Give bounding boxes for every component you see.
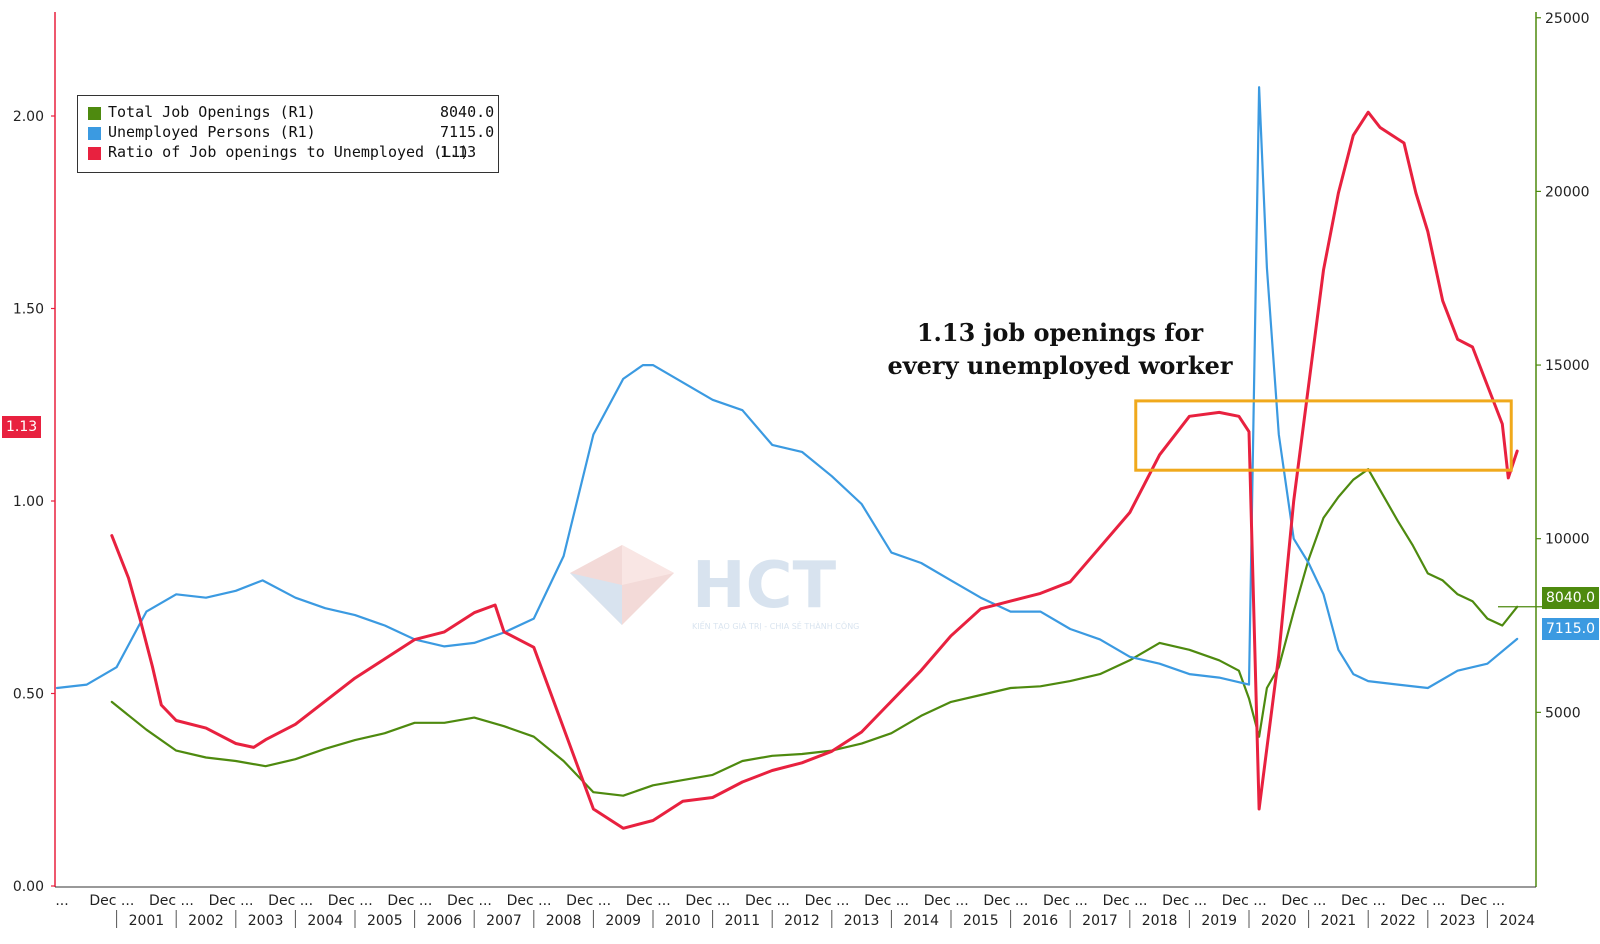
x-year-label: 2013 (844, 913, 880, 929)
x-tick-label: ... (55, 893, 68, 909)
legend-item-job-openings: Total Job Openings (R1) 8040.0 (88, 103, 494, 123)
x-tick-label: Dec ... (1401, 893, 1446, 909)
ratio-last-value-badge: 1.13 (2, 416, 42, 438)
legend-item-ratio: Ratio of Job openings to Unemployed (L1)… (88, 143, 488, 163)
x-tick-label: Dec ... (983, 893, 1028, 909)
x-tick-label: Dec ... (805, 893, 850, 909)
x-tick-label: Dec ... (745, 893, 790, 909)
x-tick-label: Dec ... (685, 893, 730, 909)
x-year-label: 2002 (188, 913, 224, 929)
hct-logo-icon: HCT KIẾN TẠO GIÁ TRỊ - CHIA SẺ THÀNH CÔN… (570, 545, 859, 632)
highlight-group (1134, 399, 1542, 608)
x-year-label: 2019 (1201, 913, 1237, 929)
watermark: HCT KIẾN TẠO GIÁ TRỊ - CHIA SẺ THÀNH CÔN… (570, 545, 870, 639)
tick-labels-group: 2.00 1.50 1.00 0.50 0.00 25000 20000 15000 10000… (13, 11, 1590, 929)
left-tick-label: 1.00 (13, 494, 44, 510)
x-tick-label: Dec ... (864, 893, 909, 909)
x-tick-label: Dec ... (268, 893, 313, 909)
legend-swatch-ratio (88, 147, 101, 160)
x-year-label: 2020 (1261, 913, 1297, 929)
legend-label-job-openings: Total Job Openings (R1) (108, 103, 316, 121)
x-tick-label: Dec ... (328, 893, 373, 909)
x-year-label: 2006 (427, 913, 463, 929)
legend-label-unemployed: Unemployed Persons (R1) (108, 123, 316, 141)
left-tick-label: 0.00 (13, 879, 44, 895)
x-tick-label: Dec ... (149, 893, 194, 909)
x-tick-label: Dec ... (1281, 893, 1326, 909)
x-tick-label: Dec ... (1162, 893, 1207, 909)
left-tick-label: 1.50 (13, 302, 44, 318)
legend-label-ratio: Ratio of Job openings to Unemployed (L1) (108, 143, 470, 161)
x-year-label: 2011 (725, 913, 761, 929)
x-tick-label: Dec ... (209, 893, 254, 909)
x-tick-label: Dec ... (1341, 893, 1386, 909)
x-year-label: 2004 (307, 913, 343, 929)
right-tick-label: 15000 (1545, 358, 1590, 374)
x-year-label: 2015 (963, 913, 999, 929)
x-tick-label: Dec ... (1103, 893, 1148, 909)
x-tick-label: Dec ... (924, 893, 969, 909)
x-year-label: 2018 (1142, 913, 1178, 929)
job-openings-last-value-badge: 8040.0 (1542, 587, 1599, 609)
highlight-box (1134, 399, 1513, 472)
x-tick-label: Dec ... (387, 893, 432, 909)
legend: Total Job Openings (R1) 8040.0 Unemploye… (77, 95, 499, 173)
job-openings-line (110, 468, 1519, 797)
x-year-label: 2023 (1440, 913, 1476, 929)
watermark-brand: HCT (692, 549, 837, 623)
x-year-label: 2001 (129, 913, 165, 929)
legend-swatch-unemployed (88, 127, 101, 140)
right-tick-label: 25000 (1545, 11, 1590, 27)
unemployed-line (55, 86, 1519, 690)
x-tick-label: Dec ... (626, 893, 671, 909)
x-tick-label: Dec ... (1043, 893, 1088, 909)
legend-value-unemployed: 7115.0 (440, 123, 495, 141)
x-tick-label: Dec ... (447, 893, 492, 909)
x-year-label: 2012 (784, 913, 820, 929)
x-year-label: 2009 (605, 913, 641, 929)
legend-value-ratio: 1.13 (440, 143, 477, 161)
x-year-label: 2014 (903, 913, 939, 929)
x-year-label: 2022 (1380, 913, 1416, 929)
x-tick-label: Dec ... (1460, 893, 1505, 909)
right-tick-label: 20000 (1545, 184, 1590, 200)
left-tick-label: 0.50 (13, 687, 44, 703)
x-year-label: 2007 (486, 913, 522, 929)
right-tick-label: 10000 (1545, 532, 1590, 548)
x-year-label: 2024 (1499, 913, 1535, 929)
x-tick-label: Dec ... (89, 893, 134, 909)
series-group (55, 86, 1519, 830)
x-year-label: 2021 (1321, 913, 1357, 929)
left-tick-label: 2.00 (13, 109, 44, 125)
x-year-label: 2010 (665, 913, 701, 929)
legend-item-unemployed: Unemployed Persons (R1) 7115.0 (88, 123, 494, 143)
x-year-label: 2016 (1023, 913, 1059, 929)
axes-group (51, 12, 1541, 928)
unemployed-last-value-badge: 7115.0 (1542, 618, 1599, 640)
chart-annotation: 1.13 job openings for every unemployed w… (887, 318, 1233, 380)
x-tick-label: Dec ... (566, 893, 611, 909)
right-tick-label: 5000 (1545, 705, 1581, 721)
x-year-label: 2005 (367, 913, 403, 929)
legend-value-job-openings: 8040.0 (440, 103, 495, 121)
x-year-label: 2008 (546, 913, 582, 929)
watermark-tagline: KIẾN TẠO GIÁ TRỊ - CHIA SẺ THÀNH CÔNG (692, 620, 859, 632)
ratio-line (110, 110, 1519, 830)
x-tick-label: Dec ... (1222, 893, 1267, 909)
x-year-label: 2003 (248, 913, 284, 929)
x-tick-label: Dec ... (507, 893, 552, 909)
legend-swatch-job-openings (88, 107, 101, 120)
x-year-label: 2017 (1082, 913, 1118, 929)
